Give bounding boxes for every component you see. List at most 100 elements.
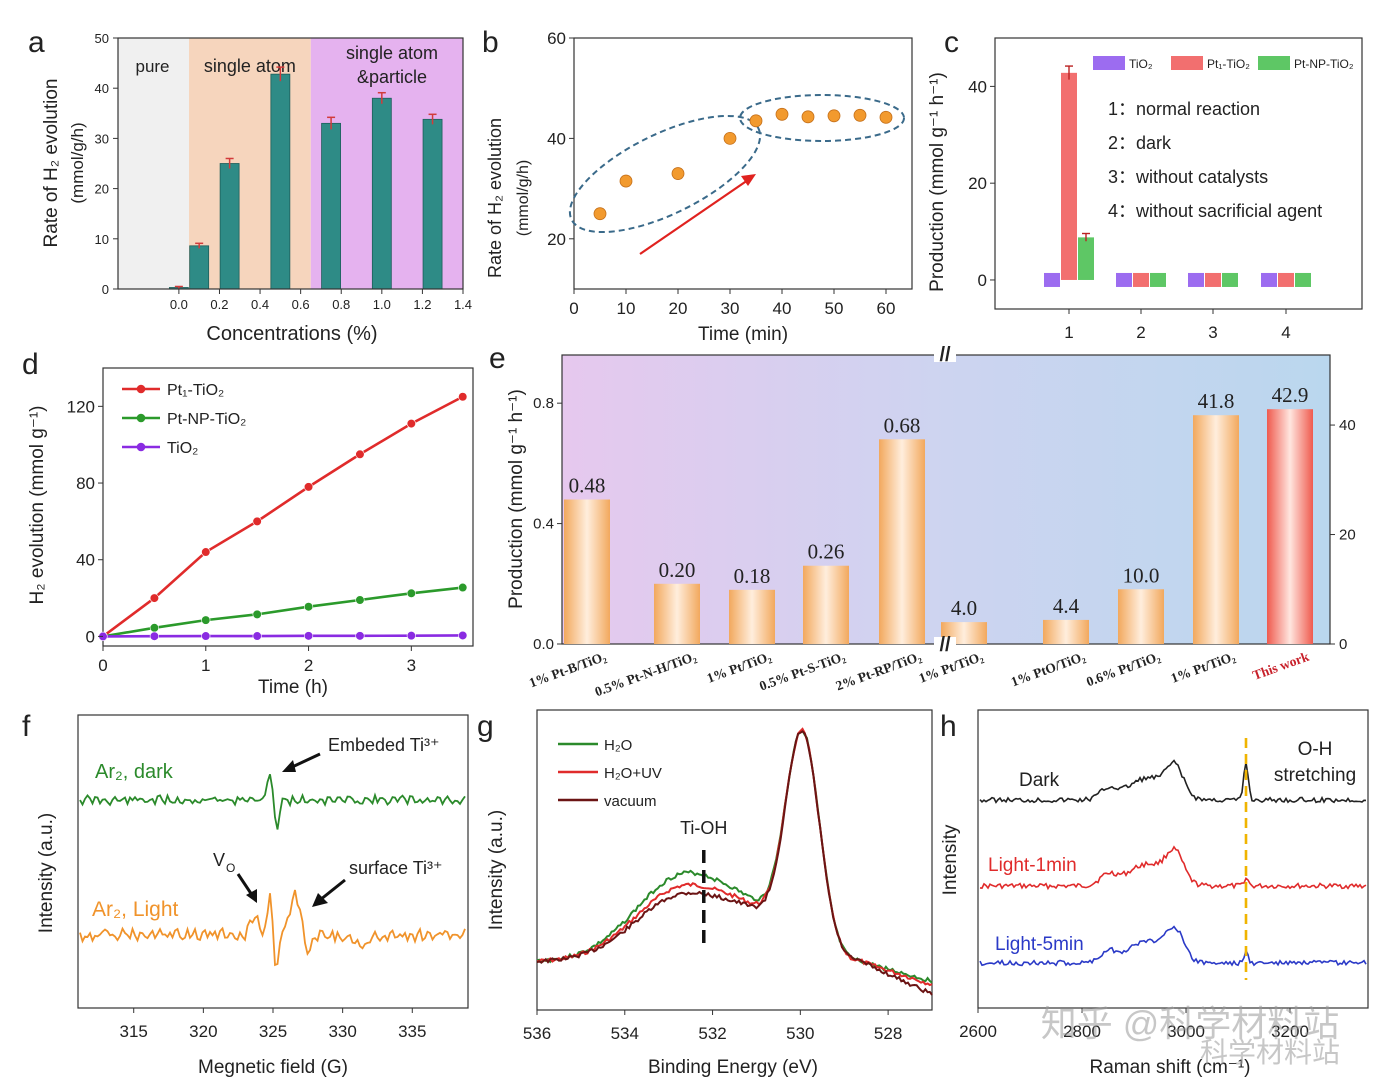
x-axis-label: Binding Energy (eV): [648, 1057, 818, 1078]
bar-value-label: 0.18: [734, 564, 771, 588]
panel-letter-d: d: [22, 348, 39, 381]
y-axis-label: Intensity (a.u.): [36, 813, 57, 933]
axis-break-top: //: [939, 344, 951, 366]
x-tick-label: 1.0: [373, 297, 391, 312]
bar-value-label: 0.26: [808, 540, 845, 564]
y-tick-label-left: 0.0: [533, 636, 554, 653]
bar: [1295, 272, 1311, 287]
bar: [1118, 589, 1164, 644]
cluster-ellipse-left: [568, 114, 762, 234]
region-label-pure: pure: [135, 57, 169, 76]
series-line-light5: [979, 925, 1367, 967]
bar: [1044, 272, 1060, 287]
bar-value-label: 0.68: [884, 413, 921, 437]
bar: [189, 245, 210, 290]
category-label: 0.5% Pt-N-H/TiO₂: [593, 649, 698, 700]
trend-arrowhead: [741, 174, 756, 186]
region-label-particle: single atom: [346, 43, 438, 63]
bar: [1061, 72, 1077, 280]
series-point: [252, 609, 262, 619]
bar-value-label: 0.20: [659, 558, 696, 582]
region-label-single: single atom: [204, 56, 296, 76]
bar: [270, 73, 291, 290]
category-label: 1% Pt/TiO₂: [917, 649, 985, 686]
series-point: [458, 392, 468, 402]
bar: [219, 163, 240, 290]
bar: [1205, 272, 1221, 287]
y-axis-label: Rate of H₂ evolution: [41, 79, 62, 248]
category-label: 1% Pt/TiO₂: [1169, 649, 1237, 686]
data-point: [593, 207, 607, 221]
bar: [1133, 272, 1149, 287]
y-tick-label-right: 0: [1339, 636, 1347, 653]
arrow-surface: [319, 878, 346, 902]
x-tick-label: 3000: [1167, 1022, 1205, 1041]
series-label-light: Ar₂, Light: [92, 898, 179, 921]
bar: [371, 97, 392, 290]
bar: [1193, 415, 1239, 644]
series-point: [303, 482, 314, 492]
y-tick-label: 120: [67, 397, 95, 416]
panel-letter-h: h: [940, 710, 957, 743]
x-tick-label: 0.8: [332, 297, 350, 312]
y-tick-label: 20: [95, 182, 109, 197]
legend-label: TiO₂: [1129, 57, 1153, 71]
plot-frame: [994, 37, 1363, 310]
x-tick-label: 2600: [959, 1022, 997, 1041]
bar: [1150, 272, 1166, 287]
bar: [1267, 409, 1313, 644]
data-point: [775, 107, 789, 121]
bar-value-label: 4.4: [1053, 594, 1080, 618]
y-axis-label: H₂ evolution (mmol g⁻¹): [27, 405, 48, 604]
data-point: [671, 167, 685, 180]
series-label-dark: Dark: [1019, 770, 1060, 791]
panel-letter-g: g: [477, 710, 494, 743]
x-tick-label: 20: [669, 299, 688, 318]
series-line-dark: [79, 774, 466, 830]
legend-marker: [136, 442, 146, 452]
series-point: [149, 623, 159, 633]
x-tick-label: 10: [617, 299, 636, 318]
y-tick-label: 50: [95, 31, 109, 46]
y-tick-label-right: 40: [1339, 417, 1356, 434]
arrowhead-surface: [312, 893, 328, 907]
legend-label: Pt-NP-TiO₂: [1294, 57, 1354, 71]
data-point: [749, 114, 763, 128]
y-axis-label: Intensity (a.u.): [486, 810, 507, 930]
bar: [564, 499, 610, 644]
plot-frame: [117, 37, 464, 290]
series-point: [303, 602, 314, 612]
legend-label: Pt₁-TiO₂: [1207, 57, 1250, 71]
category-label: This work: [1251, 649, 1312, 683]
series-point: [303, 631, 314, 641]
data-point: [801, 110, 815, 124]
note-text: 3：without catalysts: [1108, 167, 1268, 187]
x-tick-label: 1: [201, 656, 210, 675]
panel-b: 0 10 20 30 40 50 60 20 40 60 Time (min) Rate of H₂ …: [482, 26, 913, 345]
x-tick-label: 60: [877, 299, 896, 318]
y-tick-label: 40: [76, 551, 95, 570]
annotation-oh: O-H: [1298, 739, 1333, 760]
x-tick-label: 2: [1136, 323, 1145, 342]
x-tick-label: 3: [1208, 323, 1217, 342]
series-label-light1: Light-1min: [988, 855, 1077, 876]
x-tick-label: 315: [120, 1022, 148, 1041]
x-tick-label: 0.6: [292, 297, 310, 312]
bar: [879, 439, 925, 644]
bar: [1261, 272, 1277, 287]
annotation-vo-sub: O: [226, 861, 235, 875]
y-tick-label: 20: [968, 174, 987, 193]
series-point: [149, 631, 159, 641]
plot-frame: [977, 709, 1369, 1009]
note-text: 4：without sacrificial agent: [1108, 201, 1322, 221]
legend-label: Pt₁-TiO₂: [167, 382, 224, 399]
y-tick-label: 20: [547, 230, 566, 249]
annotation-stretching: stretching: [1274, 765, 1356, 786]
bar-value-label: 41.8: [1198, 389, 1235, 413]
legend-label: Pt-NP-TiO₂: [167, 411, 246, 428]
cluster-ellipse-right: [739, 94, 905, 142]
